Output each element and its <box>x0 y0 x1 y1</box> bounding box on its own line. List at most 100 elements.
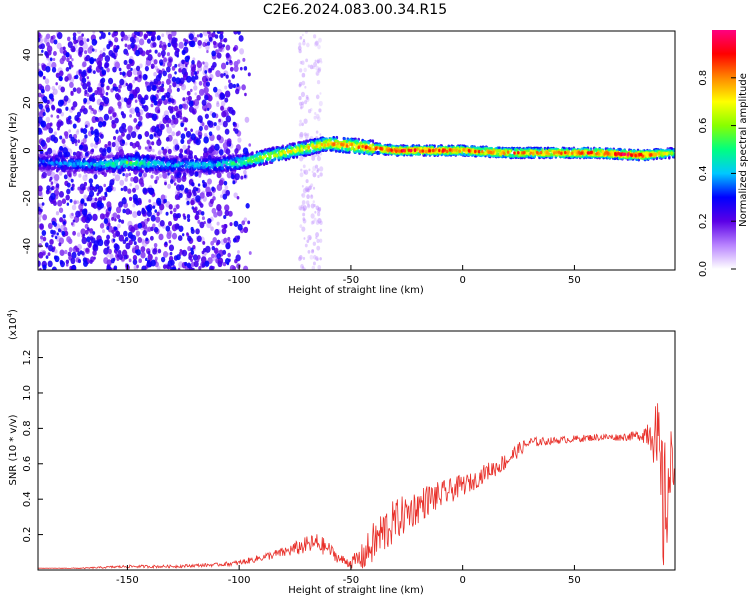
spectrogram-cell <box>319 166 324 172</box>
spectrogram-cell <box>55 72 60 79</box>
spectrogram-cell <box>151 170 155 174</box>
spectrogram-cell <box>54 255 60 263</box>
spectrogram-cell <box>166 126 173 134</box>
spectrogram-cell <box>116 45 120 50</box>
spectrogram-cell <box>239 66 243 71</box>
spectrogram-cell <box>92 213 98 222</box>
spectrogram-cell <box>51 105 56 111</box>
spectrogram-cell <box>144 81 148 85</box>
spectrogram-cell <box>299 68 303 73</box>
spectrogram-cell <box>243 217 248 223</box>
spectrogram-cell <box>75 130 80 135</box>
spectrogram-cell <box>150 174 154 179</box>
spectrogram-cell <box>106 43 111 50</box>
spectrogram-cell <box>224 223 228 229</box>
spectrogram-cell <box>42 111 46 117</box>
spectrogram-cell <box>207 154 212 160</box>
spectrogram-cell <box>72 101 78 108</box>
spectrogram-cell <box>105 212 110 218</box>
spectrogram-cell <box>154 179 158 184</box>
spectrogram-cell <box>306 188 310 193</box>
spectrogram-cell <box>167 172 170 176</box>
spectrogram-cell <box>140 97 146 105</box>
spectrogram-cell <box>310 203 315 209</box>
spectrogram-cell <box>244 92 247 97</box>
spectrogram-cell <box>240 175 244 180</box>
spectrogram-cell <box>118 201 124 208</box>
spectrogram-cell <box>120 97 125 103</box>
spectrogram-cell <box>241 84 246 91</box>
spectrogram-cell <box>68 162 72 166</box>
spectrogram-cell <box>190 75 196 83</box>
spectrogram-cell <box>118 218 122 223</box>
spectrogram-cell <box>124 142 128 146</box>
spectrogram-cell <box>103 97 110 105</box>
spectrogram-cell <box>151 148 155 153</box>
spectrogram-cell <box>166 232 172 240</box>
spectrogram-cell <box>111 161 115 166</box>
spectrogram-cell <box>186 214 191 219</box>
spectrogram-cell <box>132 157 136 162</box>
spectrogram-cell <box>216 31 221 35</box>
spectrogram-cell <box>184 149 188 154</box>
spectrogram-cell <box>80 228 86 236</box>
spectrogram-cell <box>317 212 321 217</box>
spectrogram-cell <box>68 247 73 253</box>
spectrogram-cell <box>155 176 160 181</box>
spectrogram-cell <box>181 67 187 75</box>
spectrogram-cell <box>119 179 125 186</box>
spectrogram-cell <box>62 214 66 219</box>
spectrogram-cell <box>319 172 323 177</box>
spectrogram-cell <box>192 254 198 261</box>
spectrogram-cell <box>70 257 76 265</box>
spectrogram-cell <box>161 146 165 151</box>
spectrogram-cell <box>115 206 122 214</box>
spectrogram-cell <box>155 216 161 223</box>
spectrogram-cell <box>222 261 227 267</box>
spectrogram-cell <box>123 185 128 192</box>
spectrogram-cell <box>41 171 47 179</box>
spectrogram-cell <box>297 45 302 51</box>
spectrogram-cell <box>108 207 112 212</box>
spectrogram-cell <box>316 168 320 172</box>
spectrogram-cell <box>176 173 179 178</box>
spectrogram-cell <box>165 91 171 99</box>
spectrogram-cell <box>57 108 62 114</box>
spectrogram-cell <box>169 251 173 256</box>
spectrogram-cell <box>97 121 103 128</box>
spectrogram-cell <box>117 249 122 255</box>
spectrogram-cell <box>100 161 104 166</box>
spectrogram-cell <box>182 167 185 172</box>
spectrogram-cell <box>48 244 54 252</box>
spectrogram-cell <box>301 184 304 188</box>
spectrogram-cell <box>96 200 103 208</box>
spectrogram-cell <box>223 214 227 220</box>
spectrogram-cell <box>304 31 308 34</box>
spectrogram-cell <box>109 116 113 121</box>
spectrogram-cell <box>176 87 180 92</box>
spectrogram-cell <box>161 95 166 101</box>
spectrogram-cell <box>93 174 98 180</box>
spectrogram-cell <box>204 113 209 119</box>
spectrogram-cell <box>157 161 160 165</box>
spectrogram-cell <box>244 116 250 123</box>
spectrogram-cell <box>180 138 185 144</box>
spectrogram-cell <box>189 162 192 167</box>
spectrogram-cell <box>76 162 80 166</box>
spectrogram-cell <box>40 120 47 128</box>
spectrogram-cell <box>316 79 321 85</box>
spectrogram-cell <box>224 128 230 135</box>
spectrogram-cell <box>57 99 64 107</box>
spectrogram-cell <box>79 39 84 47</box>
spectrogram-cell <box>147 250 151 255</box>
spectrogram-cell <box>38 206 41 212</box>
spectrogram-cell <box>132 254 138 261</box>
spectrogram-cell <box>141 208 146 215</box>
spectrogram-cell <box>114 92 120 100</box>
spectrogram-cell <box>132 211 138 219</box>
spectrogram-cell <box>127 231 133 239</box>
spectrogram-cell <box>371 139 375 143</box>
spectrogram-cell <box>47 147 53 155</box>
spectrogram-cell <box>318 100 323 107</box>
